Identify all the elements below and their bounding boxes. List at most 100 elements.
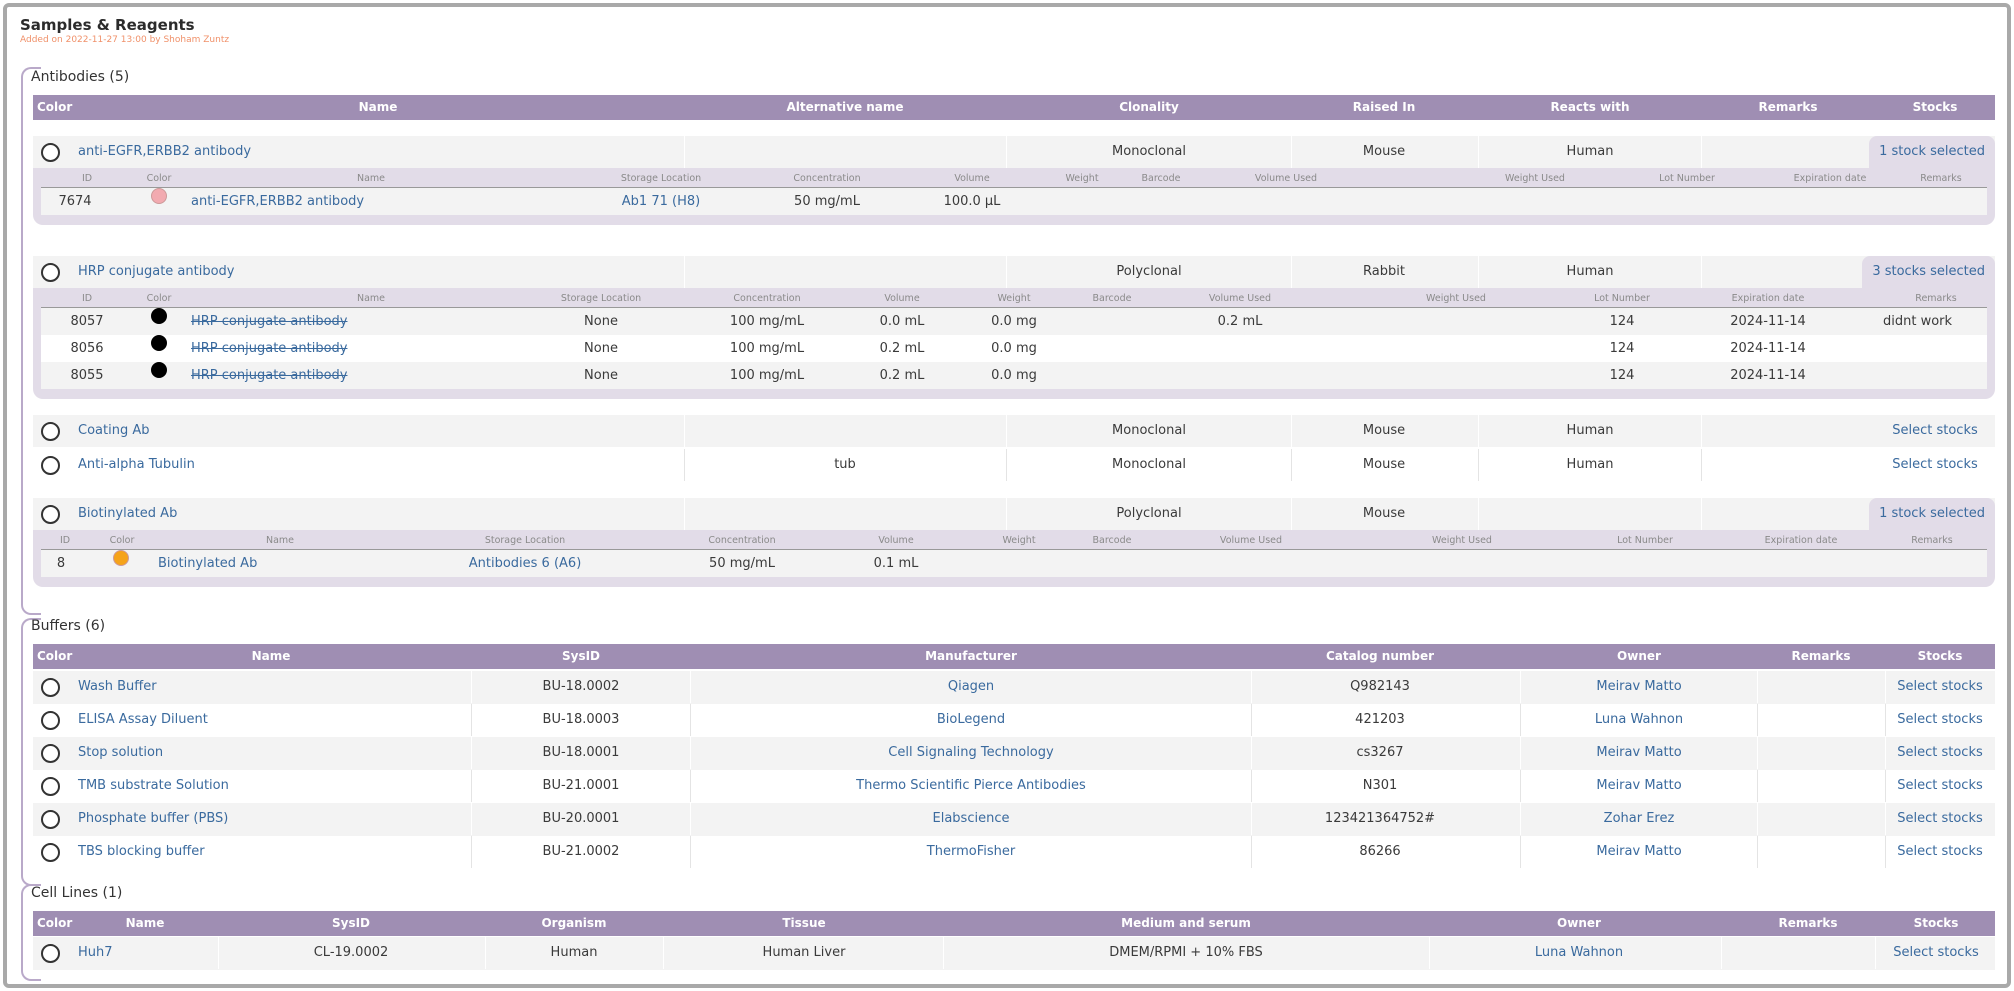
column-header: Stocks [1912,100,1958,114]
storage-location[interactable]: Ab1 71 (H8) [621,194,701,209]
owner-link[interactable]: Zohar Erez [1603,811,1675,826]
stock-name-link[interactable]: Biotinylated Ab [158,556,258,571]
select-radio[interactable] [41,944,60,963]
stock-column-header: Storage Location [560,293,642,304]
volume: 100.0 µL [943,194,1001,209]
cell-divider [1006,449,1007,481]
buffer-name-link[interactable]: Wash Buffer [78,679,157,694]
select-stocks-link[interactable]: Select stocks [1897,745,1983,760]
concentration: 100 mg/mL [729,341,805,356]
stock-column-header: Weight Used [1432,535,1492,546]
cell-divider [1520,803,1521,835]
column-header: Clonality [1119,100,1179,114]
stock-column-header: Name [265,535,295,546]
tissue: Human Liver [762,945,846,960]
select-stocks-link[interactable]: Select stocks [1897,712,1983,727]
column-header: Remarks [1791,649,1851,663]
weight: 0.0 mg [991,314,1037,329]
owner-link[interactable]: Luna Wahnon [1534,945,1624,960]
lot-number: 124 [1609,341,1635,356]
antibody-name-link[interactable]: anti-EGFR,ERBB2 antibody [78,144,252,159]
stocks-selected-badge[interactable]: 1 stock selected [1869,498,1995,530]
manufacturer-link[interactable]: Elabscience [932,811,1010,826]
manufacturer-link[interactable]: Thermo Scientific Pierce Antibodies [856,778,1086,793]
volume: 0.2 mL [879,341,925,356]
cell-divider [684,256,685,288]
buffer-row: Phosphate buffer (PBS) BU-20.0001 Elabscie… [33,803,1995,836]
sysid: BU-18.0003 [542,712,620,727]
select-radio[interactable] [41,505,60,524]
stock-name-link[interactable]: HRP conjugate antibody [191,368,348,383]
manufacturer-link[interactable]: Cell Signaling Technology [888,745,1054,760]
select-stocks-link[interactable]: Select stocks [1897,679,1983,694]
select-radio[interactable] [41,143,60,162]
concentration: 100 mg/mL [729,368,805,383]
cell-line-name-link[interactable]: Huh7 [78,945,113,960]
owner-link[interactable]: Luna Wahnon [1594,712,1684,727]
select-radio[interactable] [41,456,60,475]
stock-column-header: Weight Used [1426,293,1486,304]
column-header: Tissue [782,916,826,930]
column-header: Manufacturer [925,649,1017,663]
cell-divider [1757,704,1758,736]
column-header: Stocks [1917,649,1963,663]
buffer-name-link[interactable]: Stop solution [78,745,164,760]
buffer-name-link[interactable]: TMB substrate Solution [78,778,229,793]
concentration: 100 mg/mL [729,314,805,329]
antibody-name-link[interactable]: Biotinylated Ab [78,506,178,521]
cell-divider [1251,737,1252,769]
stocks-selected-badge[interactable]: 3 stocks selected [1862,256,1995,288]
select-stocks-link[interactable]: Select stocks [1897,811,1983,826]
owner-link[interactable]: Meirav Matto [1596,844,1682,859]
buffer-name-link[interactable]: TBS blocking buffer [78,844,205,859]
stock-column-header: Name [356,293,386,304]
antibody-name-link[interactable]: HRP conjugate antibody [78,264,235,279]
select-radio[interactable] [41,263,60,282]
stock-column-header: Volume [878,535,914,546]
stock-column-header: Concentration [733,293,801,304]
owner-link[interactable]: Meirav Matto [1596,778,1682,793]
storage-location[interactable]: Antibodies 6 (A6) [468,556,582,571]
raised-in: Mouse [1362,144,1406,159]
select-radio[interactable] [41,777,60,796]
manufacturer-link[interactable]: Qiagen [947,679,995,694]
cell-divider [1885,671,1886,703]
column-header: Color [37,916,73,930]
cell-divider [684,498,685,530]
select-radio[interactable] [41,810,60,829]
cell-divider [1721,937,1722,969]
antibody-name-link[interactable]: Coating Ab [78,423,150,438]
buffer-name-link[interactable]: Phosphate buffer (PBS) [78,811,229,826]
select-radio[interactable] [41,744,60,763]
select-radio[interactable] [41,843,60,862]
select-radio[interactable] [41,711,60,730]
select-radio[interactable] [41,422,60,441]
select-radio[interactable] [41,678,60,697]
color-dot [113,550,129,566]
stock-column-header: Remarks [1920,173,1962,184]
section-heading-antibodies: Antibodies (5) [31,69,130,85]
select-stocks-link[interactable]: Select stocks [1897,844,1983,859]
buffer-name-link[interactable]: ELISA Assay Diluent [78,712,208,727]
select-stocks-link[interactable]: Select stocks [1897,778,1983,793]
owner-link[interactable]: Meirav Matto [1596,679,1682,694]
stock-column-header: Barcode [1092,535,1132,546]
stocks-header: ID Color Name Storage Location Concentration… [41,533,1987,550]
select-stocks-link[interactable]: Select stocks [1892,423,1978,438]
manufacturer-link[interactable]: ThermoFisher [926,844,1016,859]
stock-name-link[interactable]: HRP conjugate antibody [191,341,348,356]
storage-location: None [584,368,618,383]
manufacturer-link[interactable]: BioLegend [936,712,1006,727]
cell-divider [1757,803,1758,835]
stock-id: 7674 [58,194,92,209]
select-stocks-link[interactable]: Select stocks [1893,945,1979,960]
antibody-name-link[interactable]: Anti-alpha Tubulin [78,457,195,472]
stocks-selected-badge[interactable]: 1 stock selected [1869,136,1995,168]
stock-name-link[interactable]: anti-EGFR,ERBB2 antibody [191,194,365,209]
column-header: SysID [561,649,601,663]
stock-name-link[interactable]: HRP conjugate antibody [191,314,348,329]
owner-link[interactable]: Meirav Matto [1596,745,1682,760]
stock-column-header: Volume Used [1219,535,1283,546]
stock-row: 8055 HRP conjugate antibody None 100 mg/mL 0… [41,362,1987,389]
select-stocks-link[interactable]: Select stocks [1892,457,1978,472]
